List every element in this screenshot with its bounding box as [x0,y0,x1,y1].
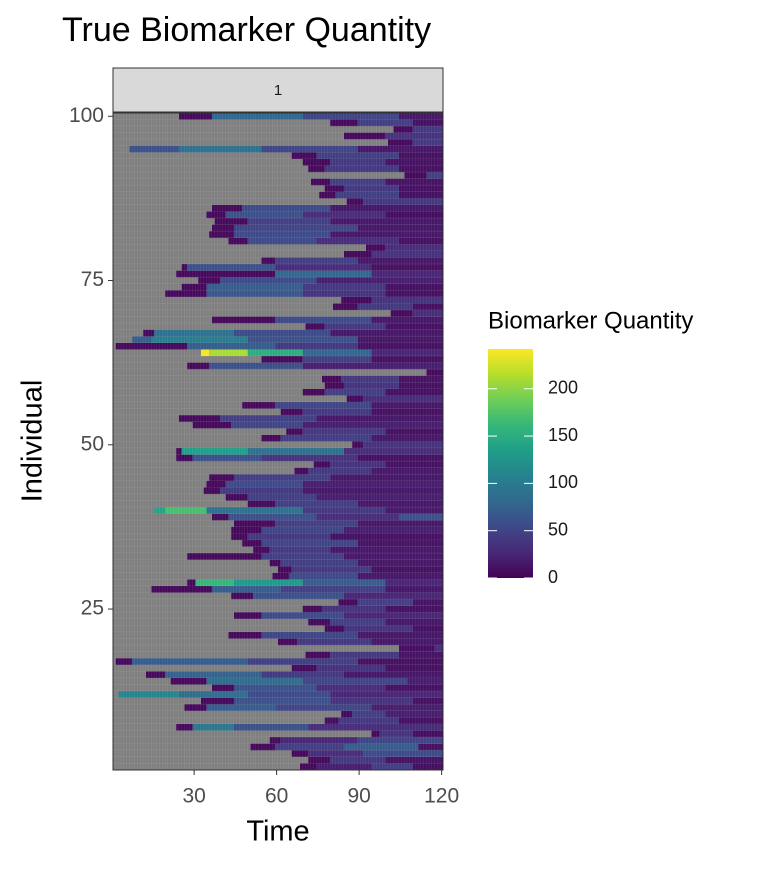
y-tick-label: 50 [81,432,104,455]
y-axis-title: Individual [17,380,49,503]
colorbar-tick-label: 50 [548,519,568,539]
x-tick-label: 30 [182,785,205,808]
x-tick-label: 120 [424,785,459,808]
y-tick-label: 100 [69,104,104,127]
colorbar-tick-label: 150 [548,425,578,445]
x-axis-title: Time [246,816,309,848]
facet-label: 1 [274,82,282,99]
x-tick-label: 60 [265,785,288,808]
y-tick-label: 75 [81,268,104,291]
legend-title: Biomarker Quantity [488,307,693,334]
colorbar-tick-label: 100 [548,472,578,492]
y-tick-label: 25 [81,597,104,620]
colorbar [488,349,533,578]
panel [112,112,444,771]
colorbar-tick-label: 0 [548,567,558,587]
facet-strip [112,67,444,113]
panel-border [112,112,444,771]
colorbar-tick-label: 200 [548,377,578,397]
chart-title: True Biomarker Quantity [62,11,431,49]
legend: 0 50 100 150 200 [488,349,578,587]
x-tick-label: 90 [347,785,370,808]
